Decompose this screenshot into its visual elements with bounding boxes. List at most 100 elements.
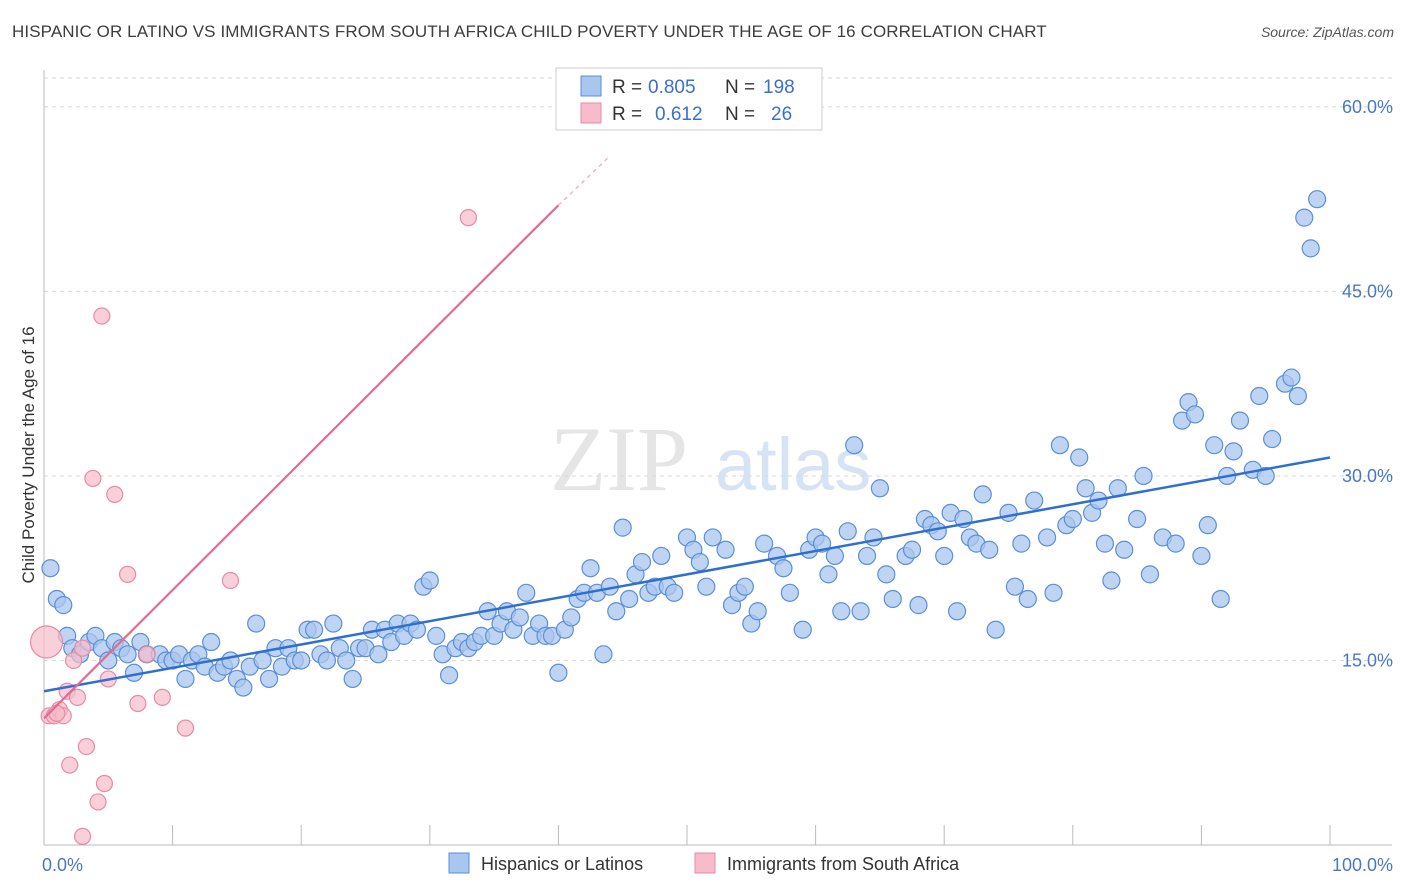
south-africa-point	[29, 625, 64, 659]
bottom-legend: Hispanics or Latinos Immigrants from Sou…	[448, 852, 960, 874]
hispanic-point	[832, 602, 851, 621]
south-africa-point	[68, 688, 87, 706]
stats-r-label-blue: R =	[612, 77, 642, 98]
hispanic-point	[845, 436, 864, 455]
x-tick-label: 100.0%	[1332, 855, 1393, 875]
legend-swatch-hispanics	[448, 852, 470, 874]
south-africa-point	[221, 571, 240, 590]
y-tick-label: 45.0%	[1342, 281, 1393, 301]
hispanic-point	[928, 522, 947, 541]
hispanic-point	[118, 645, 137, 664]
hispanic-point	[1018, 589, 1037, 609]
south-africa-point	[77, 737, 96, 756]
south-africa-point	[64, 651, 83, 670]
gridlines	[44, 77, 1392, 661]
stats-r-value-blue: 0.805	[648, 77, 696, 98]
hispanic-point	[1025, 491, 1044, 510]
hispanic-point	[1256, 466, 1275, 486]
axes: 15.0% 30.0% 45.0% 60.0% 0.0% 100.0%	[42, 70, 1393, 875]
hispanic-point	[176, 669, 195, 689]
hispanic-point	[851, 602, 870, 621]
hispanic-point	[1224, 442, 1243, 461]
stats-n-label-blue: N =	[725, 77, 755, 98]
hispanic-point	[1070, 448, 1089, 467]
hispanic-point	[838, 522, 857, 541]
y-tick-label: 30.0%	[1342, 466, 1393, 486]
hispanic-point	[594, 645, 613, 664]
stats-legend: R = 0.805 N = 198 R = 0.612 N = 26	[555, 67, 823, 131]
hispanic-point	[947, 602, 967, 621]
hispanic-point	[883, 589, 902, 609]
stats-n-value-pink: 26	[771, 104, 792, 125]
south-africa-point	[73, 827, 92, 845]
hispanic-point	[1230, 411, 1250, 430]
south-africa-points	[29, 209, 477, 845]
hispanic-point	[202, 632, 221, 652]
hispanic-point	[253, 651, 272, 670]
hispanic-point	[870, 479, 890, 498]
hispanic-point	[1166, 534, 1185, 553]
hispanic-point	[439, 666, 459, 685]
hispanic-point	[510, 608, 529, 627]
hispanic-point	[1076, 479, 1095, 498]
hispanic-point	[1134, 466, 1153, 486]
hispanic-point	[1050, 436, 1070, 455]
source-label: Source: ZipAtlas.com	[1260, 24, 1394, 40]
hispanic-point	[1282, 368, 1301, 387]
hispanic-point	[41, 559, 60, 578]
hispanic-point	[221, 651, 240, 670]
hispanic-point	[909, 596, 928, 615]
hispanic-point	[317, 651, 337, 670]
hispanic-point	[1037, 528, 1057, 547]
hispanic-point	[343, 669, 362, 689]
hispanic-trend-line	[43, 456, 1331, 693]
south-africa-point	[129, 694, 147, 713]
hispanic-point	[774, 559, 793, 578]
hispanic-point	[1140, 565, 1160, 584]
hispanic-point	[1127, 509, 1147, 529]
hispanic-point	[304, 620, 324, 639]
south-africa-point	[84, 469, 102, 488]
hispanic-point	[748, 602, 767, 621]
hispanic-point	[1263, 429, 1282, 449]
hispanic-point	[369, 645, 388, 664]
hispanic-point	[620, 589, 639, 609]
hispanic-point	[1192, 546, 1211, 566]
hispanic-point	[581, 559, 600, 578]
south-africa-point	[106, 485, 124, 504]
hispanic-point	[247, 614, 266, 633]
hispanic-point	[857, 546, 877, 566]
chart-title: HISPANIC OR LATINO VS IMMIGRANTS FROM SO…	[12, 22, 1047, 41]
hispanic-point	[259, 669, 279, 689]
hispanic-point	[780, 583, 799, 602]
south-africa-trend-line	[43, 204, 560, 720]
hispanic-point	[234, 678, 253, 697]
hispanic-point	[703, 528, 722, 547]
hispanic-point	[1250, 386, 1269, 406]
hispanic-point	[697, 577, 716, 596]
hispanic-point	[517, 583, 536, 602]
hispanic-point	[652, 546, 671, 566]
hispanic-point	[1185, 405, 1205, 424]
hispanic-point	[632, 552, 652, 572]
hispanic-point	[980, 540, 999, 559]
hispanic-point	[420, 571, 439, 590]
stats-r-label-pink: R =	[612, 104, 642, 125]
hispanic-point	[1044, 583, 1063, 602]
hispanic-point	[755, 534, 774, 553]
hispanic-point	[324, 614, 343, 633]
hispanic-point	[54, 596, 73, 615]
hispanic-point	[1211, 589, 1230, 609]
south-africa-point	[176, 719, 195, 737]
hispanic-point	[1295, 208, 1314, 227]
hispanic-point	[427, 626, 446, 645]
stats-legend-blue-swatch	[580, 75, 602, 97]
stats-n-value-blue: 198	[763, 77, 795, 98]
hispanic-point	[562, 608, 581, 627]
hispanic-point	[607, 602, 626, 621]
legend-label-south-africa: Immigrants from South Africa	[727, 854, 960, 874]
stats-legend-pink-swatch	[580, 102, 602, 124]
watermark-atlas: atlas	[715, 423, 871, 506]
y-axis-label: Child Poverty Under the Age of 16	[19, 326, 38, 583]
